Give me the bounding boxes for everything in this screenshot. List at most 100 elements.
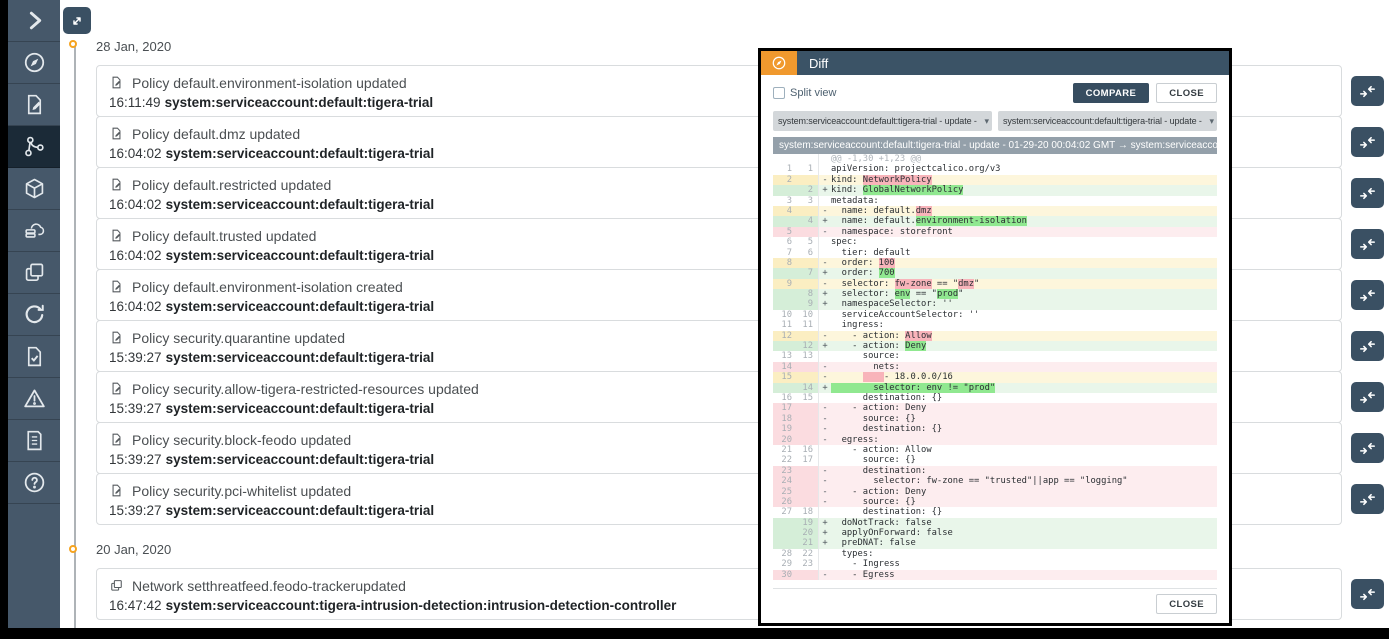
- open-diff-button[interactable]: [1351, 579, 1384, 609]
- event-time: 16:04:02: [109, 146, 162, 161]
- document-list-icon: [22, 428, 47, 453]
- policy-document-icon: [109, 279, 124, 294]
- sidebar-item-collapse[interactable]: [8, 0, 60, 42]
- split-view-toggle[interactable]: Split view: [773, 87, 836, 99]
- right-revision-select[interactable]: system:serviceaccount:default:tigera-tri…: [998, 111, 1217, 131]
- diff-line-8: 6 5 spec:: [773, 237, 1217, 248]
- event-row: Policy default.environment-isolation cre…: [96, 269, 1384, 321]
- open-diff-button[interactable]: [1351, 76, 1384, 106]
- sidebar-item-flow-visualization[interactable]: [8, 126, 60, 168]
- diff-line-6: 4 + name: default.environment-isolation: [773, 216, 1217, 227]
- diff-line-marker: [819, 154, 831, 164]
- open-diff-button[interactable]: [1351, 127, 1384, 157]
- open-diff-button[interactable]: [1351, 331, 1384, 361]
- diff-line-numbers: 18: [773, 413, 819, 425]
- compare-button[interactable]: COMPARE: [1072, 83, 1150, 103]
- diff-line-code: selector: fw-zone == "trusted"||app == "…: [831, 476, 1217, 487]
- diff-line-numbers: 2: [773, 174, 819, 186]
- open-diff-button[interactable]: [1351, 382, 1384, 412]
- diff-line-code: name: default.environment-isolation: [831, 216, 1217, 227]
- open-diff-button[interactable]: [1351, 433, 1384, 463]
- split-view-checkbox[interactable]: [773, 87, 785, 99]
- diff-line-marker: +: [819, 289, 831, 300]
- diff-line-20: 14- nets:: [773, 361, 1217, 373]
- diff-line-code: serviceAccountSelector: '': [831, 309, 1217, 321]
- diff-line-marker: -: [819, 403, 831, 414]
- sidebar-item-dashboard[interactable]: [8, 42, 60, 84]
- open-diff-button[interactable]: [1351, 229, 1384, 259]
- diff-line-38: 28 22 types:: [773, 548, 1217, 560]
- sidebar-item-logs[interactable]: [8, 420, 60, 462]
- timeline-dot: [69, 40, 77, 48]
- diff-line-marker: -: [819, 496, 831, 508]
- diff-modal-footer: CLOSE: [773, 588, 1217, 619]
- sidebar-item-tiers[interactable]: [8, 252, 60, 294]
- diff-line-numbers: 19: [773, 517, 819, 529]
- diff-line-code: tier: default: [831, 247, 1217, 258]
- diff-line-36: 20 + applyOnForward: false: [773, 528, 1217, 539]
- diff-line-code: selector: fw-zone == "dmz": [831, 278, 1217, 290]
- sidebar-item-policies[interactable]: [8, 84, 60, 126]
- sidebar-item-workloads[interactable]: [8, 168, 60, 210]
- sidebar-item-compliance[interactable]: [8, 294, 60, 336]
- diff-line-code: metadata:: [831, 195, 1217, 206]
- compare-icon: [1358, 184, 1377, 203]
- expand-timeline-button[interactable]: [63, 7, 91, 34]
- policy-document-icon: [109, 126, 124, 141]
- document-edit-icon: [22, 92, 47, 117]
- open-diff-button[interactable]: [1351, 280, 1384, 310]
- diff-line-numbers: 14: [773, 361, 819, 373]
- left-revision-select[interactable]: system:serviceaccount:default:tigera-tri…: [773, 111, 992, 131]
- event-card[interactable]: Policy default.environment-isolation cre…: [96, 269, 1342, 321]
- sidebar-item-reports[interactable]: [8, 336, 60, 378]
- diff-line-numbers: 4: [773, 205, 819, 217]
- diff-line-marker: -: [819, 257, 831, 269]
- diff-line-32: 25- - action: Deny: [773, 486, 1217, 497]
- event-time: 16:11:49: [109, 95, 161, 110]
- diff-line-numbers: 7: [773, 268, 819, 279]
- open-diff-button[interactable]: [1351, 484, 1384, 514]
- sidebar-item-alerts[interactable]: [8, 378, 60, 420]
- diff-line-12: 9- selector: fw-zone == "dmz": [773, 278, 1217, 290]
- close-button-bottom[interactable]: CLOSE: [1156, 594, 1217, 614]
- diff-line-code: selector: env != "prod": [831, 382, 1217, 393]
- diff-line-numbers: 19: [773, 424, 819, 435]
- diff-line-marker: -: [819, 424, 831, 435]
- policy-document-icon: [109, 381, 124, 396]
- diff-line-marker: [819, 351, 831, 361]
- sidebar-item-storage[interactable]: [8, 210, 60, 252]
- compare-icon: [1358, 235, 1377, 254]
- policy-document-icon: [109, 177, 124, 192]
- event-account: system:serviceaccount:default:tigera-tri…: [165, 452, 435, 467]
- timeline-date-header: 28 Jan, 2020: [96, 38, 172, 54]
- diff-line-10: 8- order: 100: [773, 257, 1217, 269]
- diff-line-code: - action: Deny: [831, 486, 1217, 497]
- diff-line-numbers: 17: [773, 403, 819, 414]
- event-account: system:serviceaccount:default:tigera-tri…: [165, 350, 435, 365]
- close-button-top[interactable]: CLOSE: [1156, 83, 1217, 103]
- layers-icon: [22, 260, 47, 285]
- diff-line-marker: +: [819, 538, 831, 549]
- diff-line-numbers: 26: [773, 496, 819, 508]
- open-diff-button[interactable]: [1351, 178, 1384, 208]
- diff-line-30: 23- destination:: [773, 465, 1217, 477]
- diff-line-numbers: 25: [773, 486, 819, 497]
- event-title: Policy security.quarantine updated: [132, 329, 345, 346]
- chevron-down-icon: ▾: [984, 115, 989, 126]
- diff-line-numbers: 21 16: [773, 444, 819, 456]
- diff-line-2: 2- kind: NetworkPolicy: [773, 174, 1217, 186]
- diff-line-13: 8 + selector: env == "prod": [773, 289, 1217, 300]
- event-title: Policy security.block-feodo updated: [132, 431, 352, 448]
- diff-line-marker: [819, 237, 831, 247]
- sidebar-item-help[interactable]: [8, 462, 60, 504]
- diff-line-21: 15- - 18.0.0.0/16: [773, 372, 1217, 383]
- cloud-database-icon: [22, 218, 47, 243]
- policy-document-icon: [109, 75, 124, 90]
- diff-line-code: namespace: storefront: [831, 226, 1217, 238]
- event-title: Policy security.pci-whitelist updated: [132, 482, 352, 499]
- diff-line-27: 20- egress:: [773, 434, 1217, 445]
- left-revision-value: system:serviceaccount:default:tigera-tri…: [778, 116, 977, 126]
- diff-line-code: egress:: [831, 434, 1217, 445]
- diff-line-numbers: 8: [773, 289, 819, 300]
- diff-viewer: @@ -1,30 +1,23 @@ 1 1 apiVersion: projectca…: [773, 154, 1217, 581]
